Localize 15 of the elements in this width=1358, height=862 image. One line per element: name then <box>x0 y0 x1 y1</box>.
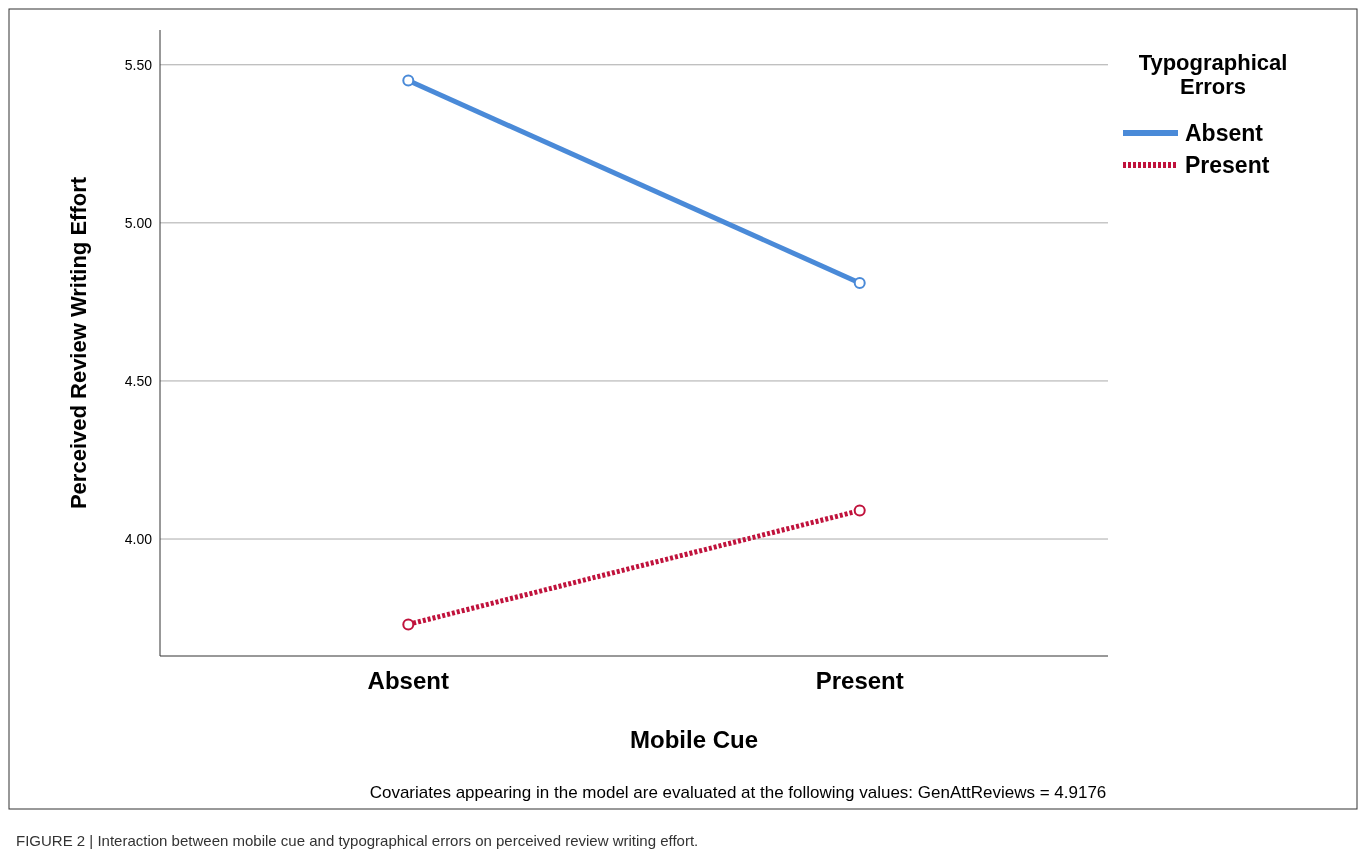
y-axis-title: Perceived Review Writing Effort <box>66 176 91 510</box>
text: Covariates appearing in the model are evaluated at the following values: GenAttReviews = 4.9176 <box>369 783 1107 802</box>
y-tick-label: 4.00 <box>124 530 153 547</box>
legend-label: Present <box>1185 152 1270 179</box>
point <box>402 74 415 87</box>
caption: FIGURE 2 | Interaction between mobile cue and typographical errors on perceived review writing effort. <box>16 832 699 849</box>
point <box>402 618 415 631</box>
x-axis-title: Mobile Cue <box>629 726 759 753</box>
legend-label: Absent <box>1185 120 1264 147</box>
point <box>853 504 866 517</box>
y-tick-label: 5.00 <box>124 214 153 231</box>
legend-title: Typographical Errors <box>1138 50 1288 99</box>
y-tick-label: 4.50 <box>124 372 153 389</box>
point <box>853 276 866 289</box>
y-tick-label: 5.50 <box>124 56 153 73</box>
